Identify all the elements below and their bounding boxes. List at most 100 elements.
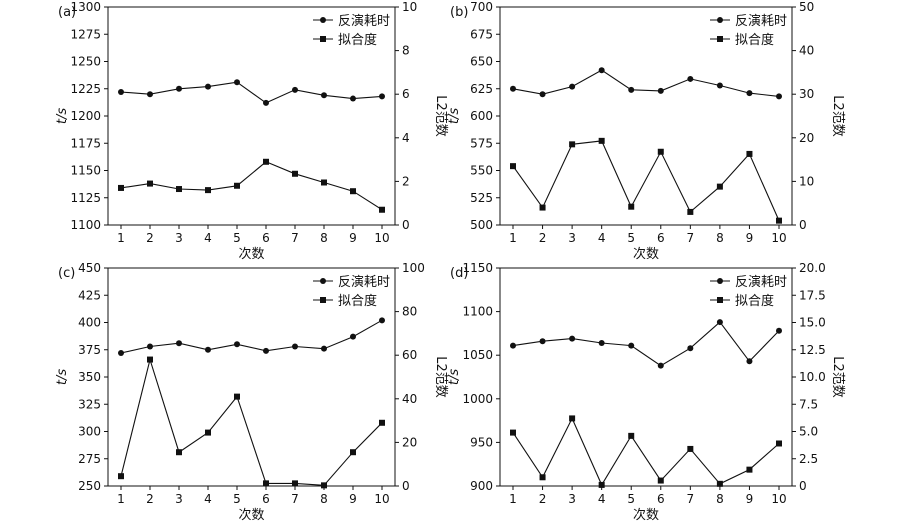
series-2-point [687,208,694,215]
x-tick-label: 3 [568,231,576,245]
series-2-point [350,188,356,195]
series-2-point [598,137,605,144]
panel-label: (d) [450,266,468,281]
chart-panel-3: 1 2 3 4 5 6 7 8 9 10 250 275 300 325 350 375 400 425 450 0 2… [55,261,448,523]
series-1-point [776,93,782,100]
x-tick-label: 5 [233,231,241,245]
y2-tick-label: 40 [402,392,417,406]
series-1-point [539,91,546,98]
y2-tick-label: 8 [402,44,410,58]
series-2-point [569,415,576,422]
y-tick-label: 1175 [70,136,101,150]
series-2-point [176,186,182,193]
y-tick-label: 700 [470,0,493,14]
y-axis-label: t/s [447,108,462,124]
series-2-point [510,163,516,170]
panel-label: (b) [450,5,468,20]
series-1-point [118,89,124,96]
legend-marker-1 [717,278,723,284]
x-tick-label: 5 [233,492,241,506]
series-2-point [687,445,694,452]
y2-tick-label: 20 [402,435,417,449]
series-1-point [379,93,385,100]
series-1-point [716,82,723,89]
series-1-point [657,87,664,94]
series-2-point [176,449,182,456]
series-1-point [234,79,240,86]
y2-tick-label: 80 [402,305,417,319]
legend-marker-2 [717,297,723,303]
x-tick-label: 6 [657,492,665,506]
series-2-point [292,170,298,177]
series-1-point [776,327,782,334]
y-tick-label: 450 [78,261,101,275]
series-1-point [176,85,182,92]
y-tick-label: 375 [78,343,101,357]
y-tick-label: 500 [470,218,493,232]
panel-label: (a) [58,5,76,20]
series-1-point [687,75,694,82]
series-2-point [147,180,153,187]
series-1-point [350,333,356,340]
series-2-point [746,150,753,157]
y-axis-label: t/s [55,108,70,124]
legend-marker-2 [717,36,723,42]
x-tick-label: 7 [687,231,695,245]
series-2-point [321,482,327,489]
y-tick-label: 625 [470,82,493,96]
legend-label-1: 反演耗时 [338,274,390,290]
y-tick-label: 1275 [70,27,101,41]
series-1-point [118,350,124,357]
y-tick-label: 1300 [70,0,101,14]
series-1-point [350,95,356,102]
x-tick-label: 3 [175,492,183,506]
series-2-point [510,429,516,436]
x-tick-label: 3 [568,492,576,506]
legend-marker-1 [320,278,326,284]
y2-axis-label: L2范数 [830,356,845,398]
x-axis-label: 次数 [238,507,264,523]
series-2-point [350,449,356,456]
series-2-point [716,183,723,190]
panel-label: (c) [58,266,75,281]
x-tick-label: 9 [349,492,357,506]
y-tick-label: 575 [470,136,493,150]
series-line-1 [512,69,780,97]
y2-tick-label: 2 [402,174,410,188]
legend-marker-2 [320,36,326,42]
series-1-point [657,362,664,369]
y2-tick-label: 30 [799,87,814,101]
series-1-point [598,339,605,346]
x-tick-label: 9 [746,492,754,506]
x-tick-label: 9 [349,231,357,245]
series-2-point [776,440,782,447]
y2-tick-label: 6 [402,87,410,101]
y-tick-label: 900 [470,479,493,493]
x-tick-label: 2 [146,492,154,506]
legend-label-2: 拟合度 [735,293,774,309]
series-2-point [147,356,153,363]
y-tick-label: 675 [470,27,493,41]
chart-panel-2: 1 2 3 4 5 6 7 8 9 1050052555057560062565067570001… [447,0,845,262]
y2-tick-label: 5.0 [799,425,818,439]
y-tick-label: 650 [470,55,493,69]
y-tick-label: 1100 [462,305,493,319]
y2-tick-label: 100 [402,261,425,275]
series-2-point [628,432,635,439]
series-2-point [657,477,664,484]
series-1-point [147,91,153,98]
series-2-point [205,187,211,194]
legend-label-2: 拟合度 [338,32,377,48]
y-tick-label: 250 [78,479,101,493]
series-1-point [263,99,269,106]
series-1-point [510,342,516,349]
y2-tick-label: 2.5 [799,452,818,466]
y2-tick-label: 10.0 [799,370,826,384]
y-tick-label: 1150 [462,261,493,275]
series-line-1 [512,321,780,367]
series-1-point [569,335,576,342]
series-2-point [118,473,124,480]
x-tick-label: 4 [598,231,606,245]
y2-tick-label: 0 [402,218,410,232]
